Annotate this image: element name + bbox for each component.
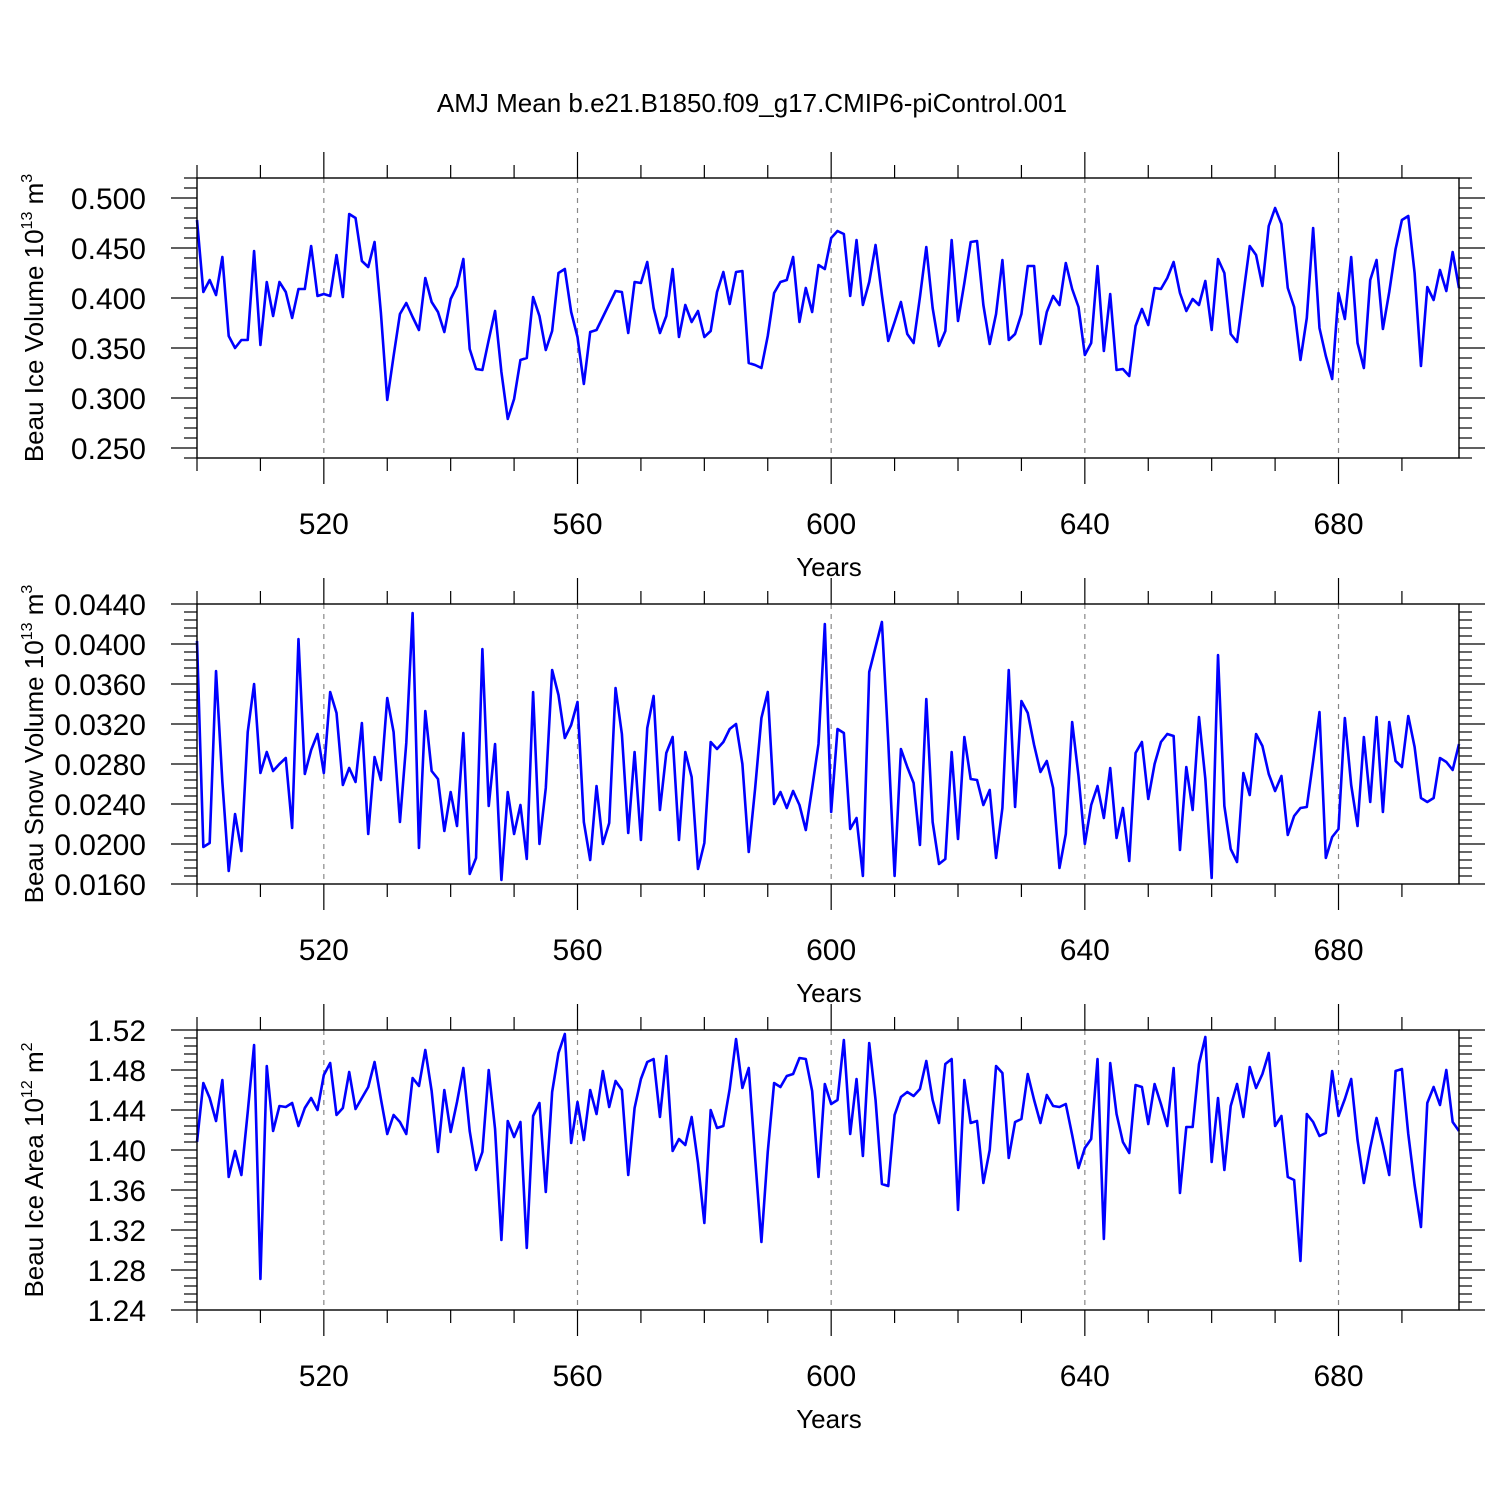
y-axis-title-part: Beau Ice Volume 10 xyxy=(19,229,49,462)
plot-frame xyxy=(196,603,1460,885)
y-tick-label: 1.28 xyxy=(88,1255,146,1288)
x-tick-label: 520 xyxy=(299,1360,349,1393)
y-tick-label: 0.0200 xyxy=(54,829,146,862)
x-axis-title: Years xyxy=(796,1404,862,1434)
y-tick-label: 0.0160 xyxy=(54,869,146,902)
x-tick-label: 680 xyxy=(1313,934,1363,967)
y-tick-label: 0.400 xyxy=(71,283,146,316)
y-tick-label: 1.40 xyxy=(88,1135,146,1168)
y-axis-title-part: Beau Snow Volume 10 xyxy=(19,640,49,903)
x-tick-label: 560 xyxy=(552,508,602,541)
y-axis-title-superscript: 2 xyxy=(19,1042,36,1051)
x-tick-label: 680 xyxy=(1313,1360,1363,1393)
y-tick-label: 0.250 xyxy=(71,433,146,466)
series-line xyxy=(195,1032,1461,1281)
x-tick-label: 520 xyxy=(299,508,349,541)
y-tick-label: 1.24 xyxy=(88,1295,146,1328)
y-axis-title-part: Beau Ice Area 10 xyxy=(19,1098,49,1297)
y-axis-title-superscript: 13 xyxy=(19,212,36,230)
x-tick-label: 640 xyxy=(1060,1360,1110,1393)
y-axis-title-part: m xyxy=(19,183,49,212)
y-axis-title-superscript: 3 xyxy=(19,174,36,183)
y-axis-title-superscript: 13 xyxy=(19,622,36,640)
y-tick-label: 1.52 xyxy=(88,1015,146,1048)
plot-frame xyxy=(196,1029,1460,1311)
chart-panel-3: 520 560 600 640 680 1.24 1.28 1.32 1.36 1.40 1.44 1… xyxy=(19,1004,1485,1434)
x-axis-title: Years xyxy=(796,978,862,1008)
y-axis-title: Beau Ice Volume 1013 m3 xyxy=(19,174,49,462)
y-tick-label: 0.350 xyxy=(71,333,146,366)
y-tick-label: 0.450 xyxy=(71,233,146,266)
x-tick-label: 560 xyxy=(552,934,602,967)
x-tick-label: 520 xyxy=(299,934,349,967)
x-tick-label: 680 xyxy=(1313,508,1363,541)
figure-title: AMJ Mean b.e21.B1850.f09_g17.CMIP6-piCon… xyxy=(437,88,1067,118)
x-tick-label: 600 xyxy=(806,934,856,967)
y-tick-label: 0.0280 xyxy=(54,749,146,782)
y-tick-label: 0.0440 xyxy=(54,589,146,622)
series-line xyxy=(195,611,1461,882)
y-tick-label: 0.0320 xyxy=(54,709,146,742)
x-tick-label: 600 xyxy=(806,508,856,541)
x-tick-label: 640 xyxy=(1060,508,1110,541)
x-tick-label: 600 xyxy=(806,1360,856,1393)
series-line xyxy=(195,206,1461,421)
y-axis-title-superscript: 12 xyxy=(19,1080,36,1098)
y-tick-label: 0.500 xyxy=(71,183,146,216)
chart-panel-2: 520 560 600 640 680 0.0160 0.0200 0.0240 0.0280 0… xyxy=(19,578,1485,1008)
x-axis-title: Years xyxy=(796,552,862,582)
y-tick-label: 0.0240 xyxy=(54,789,146,822)
y-axis-title: Beau Snow Volume 1013 m3 xyxy=(19,585,49,904)
y-tick-label: 1.48 xyxy=(88,1055,146,1088)
y-axis-title-part: m xyxy=(19,594,49,623)
y-tick-label: 1.36 xyxy=(88,1175,146,1208)
y-tick-label: 0.0400 xyxy=(54,629,146,662)
y-tick-label: 1.44 xyxy=(88,1095,146,1128)
y-axis-title-part: m xyxy=(19,1051,49,1080)
y-tick-label: 0.0360 xyxy=(54,669,146,702)
chart-panel-1: 520 560 600 640 680 0.250 0.300 0.350 0.400 0.450… xyxy=(19,152,1485,582)
y-tick-label: 1.32 xyxy=(88,1215,146,1248)
x-tick-label: 560 xyxy=(552,1360,602,1393)
y-tick-label: 0.300 xyxy=(71,383,146,416)
panels: 520 560 600 640 680 0.250 0.300 0.350 0.400 0.450… xyxy=(19,152,1485,1434)
y-axis-title: Beau Ice Area 1012 m2 xyxy=(19,1042,49,1297)
y-axis-title-superscript: 3 xyxy=(19,585,36,594)
x-tick-label: 640 xyxy=(1060,934,1110,967)
